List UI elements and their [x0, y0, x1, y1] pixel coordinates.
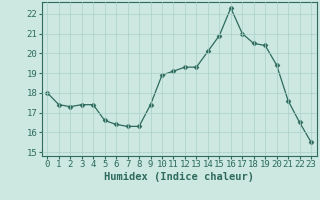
- X-axis label: Humidex (Indice chaleur): Humidex (Indice chaleur): [104, 172, 254, 182]
